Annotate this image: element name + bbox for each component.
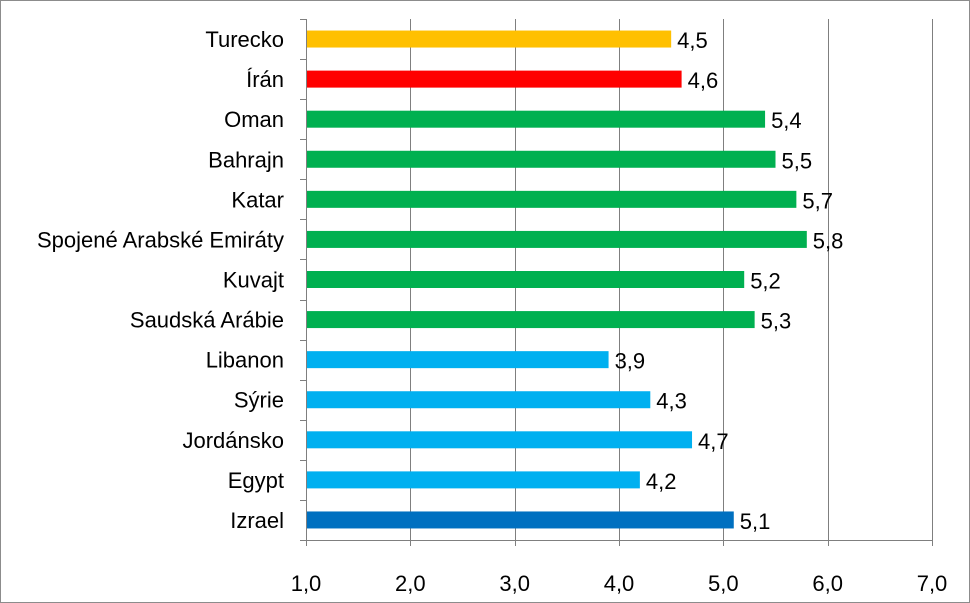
data-label: 5,7 (802, 188, 833, 213)
data-label: 4,7 (698, 429, 729, 454)
bar (307, 110, 766, 128)
data-label: 4,6 (688, 68, 719, 93)
data-label: 5,8 (813, 228, 844, 253)
x-tick-label: 5,0 (708, 571, 739, 596)
category-label: Sýrie (234, 388, 284, 413)
bar (307, 471, 640, 489)
bar (307, 230, 807, 248)
data-label: 5,1 (740, 509, 771, 534)
category-label: Kuvajt (223, 268, 284, 293)
bar (307, 511, 734, 529)
bar (307, 431, 693, 449)
category-label: Jordánsko (182, 428, 284, 453)
data-label: 5,4 (771, 108, 802, 133)
data-label: 5,5 (782, 148, 813, 173)
category-label: Turecko (205, 27, 284, 52)
bar (307, 150, 776, 168)
data-label: 4,5 (677, 28, 708, 53)
category-label: Írán (246, 67, 284, 92)
category-label: Saudská Arábie (130, 308, 284, 333)
x-tick-label: 4,0 (604, 571, 635, 596)
bar (307, 351, 609, 369)
data-label: 4,2 (646, 469, 677, 494)
data-label: 4,3 (656, 389, 687, 414)
category-label: Spojené Arabské Emiráty (37, 227, 284, 252)
bar (307, 30, 672, 48)
x-tick-label: 6,0 (812, 571, 843, 596)
bar (307, 70, 682, 88)
x-tick-label: 2,0 (395, 571, 426, 596)
category-label: Bahrajn (208, 147, 284, 172)
data-label: 5,2 (750, 269, 781, 294)
bar (307, 190, 797, 208)
x-tick-label: 3,0 (499, 571, 530, 596)
data-label: 3,9 (615, 349, 646, 374)
category-label: Libanon (206, 348, 284, 373)
category-label: Katar (231, 187, 284, 212)
x-tick-label: 7,0 (917, 571, 948, 596)
bar (307, 311, 755, 329)
category-label: Egypt (228, 468, 284, 493)
bar (307, 391, 651, 409)
x-tick-label: 1,0 (291, 571, 322, 596)
category-label: Izrael (230, 508, 284, 533)
bar (307, 271, 745, 288)
category-label: Oman (224, 107, 284, 132)
data-label: 5,3 (761, 309, 792, 334)
